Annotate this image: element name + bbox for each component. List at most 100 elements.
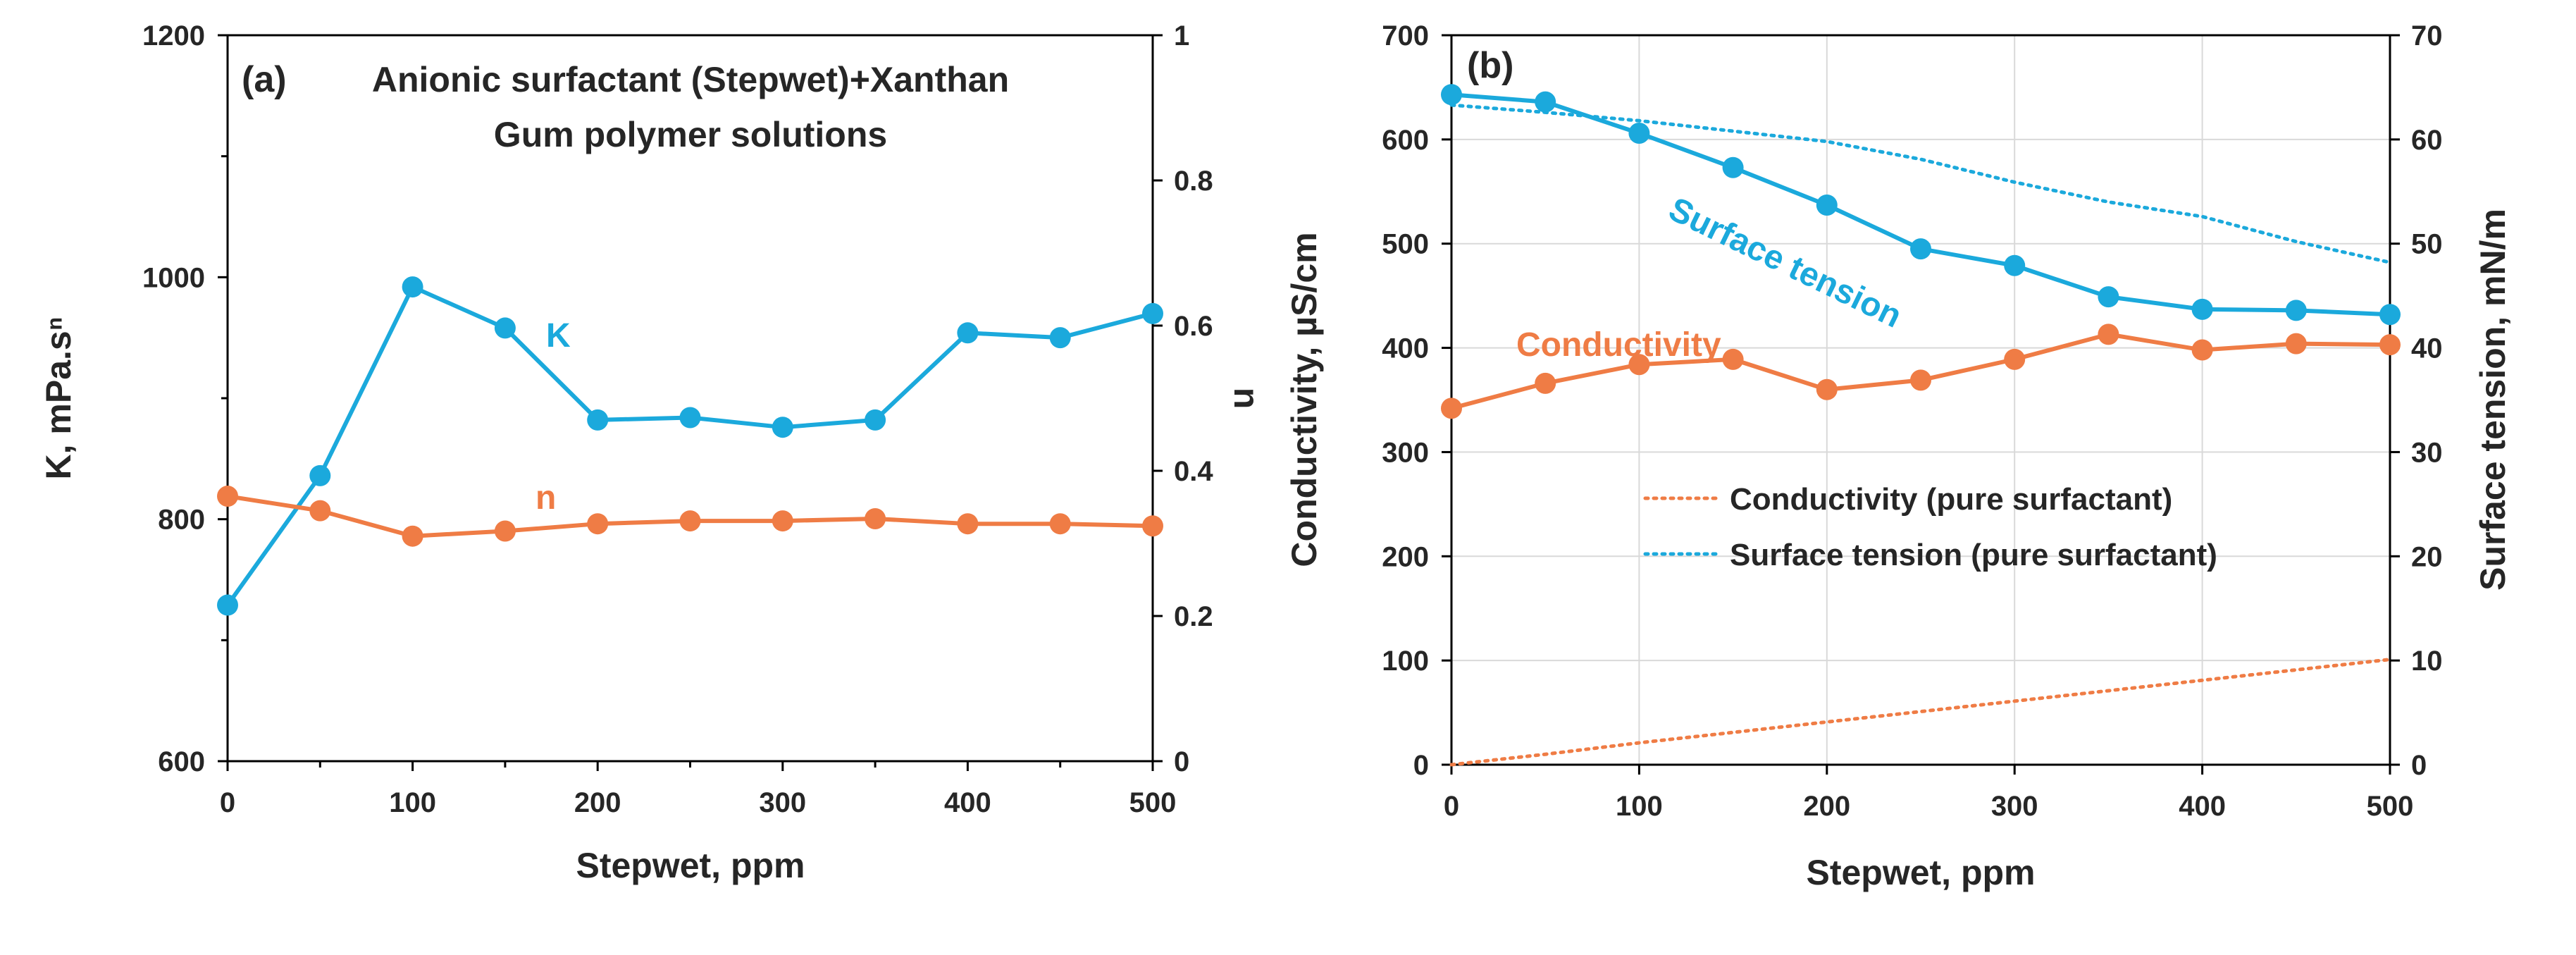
data-point-n-350	[865, 507, 886, 529]
data-point-surface-tension-450	[2285, 300, 2307, 321]
data-point-n-0	[217, 486, 238, 507]
y2-tick-label-0: 0	[2411, 750, 2427, 781]
data-point-n-250	[679, 510, 701, 532]
plot-area-b	[1450, 34, 2391, 766]
data-point-conductivity-300	[2004, 348, 2026, 370]
data-point-n-100	[402, 525, 423, 547]
panel-label-a: (a)	[242, 59, 287, 100]
x-tick-label-500: 500	[1129, 787, 1177, 818]
data-point-surface-tension-100	[1628, 122, 1650, 144]
data-point-conductivity-500	[2379, 334, 2401, 356]
data-point-conductivity-50	[1535, 372, 1556, 394]
y-axis-label-b: Conductivity, µS/cm	[1284, 232, 1324, 567]
plot-area-a	[226, 34, 1154, 763]
legend-label-surface-tension-pure: Surface tension (pure surfactant)	[1730, 538, 2217, 572]
series-label-surface-tension: Surface tension	[1663, 190, 1907, 335]
legend: Conductivity (pure surfactant) Surface t…	[1643, 482, 2217, 572]
data-point-k-500	[1142, 302, 1163, 324]
tick-labels-b: 0 100 200 300 400 500 0 100 200 300 400 500 600 700 0 1…	[1382, 20, 2442, 822]
data-point-k-150	[494, 317, 516, 339]
data-point-k-350	[865, 409, 886, 431]
data-point-k-50	[309, 464, 331, 486]
data-point-n-500	[1142, 515, 1163, 537]
data-point-n-150	[494, 520, 516, 542]
series-line-surface-tension	[1451, 92, 2391, 317]
data-point-conductivity-0	[1441, 398, 1462, 419]
data-point-conductivity-150	[1722, 348, 1744, 370]
y2-tick-label-0-6: 0.6	[1174, 311, 1213, 342]
chart-title-line-1: Anionic surfactant (Stepwet)+Xanthan	[372, 60, 1009, 99]
y2-tick-label-40: 40	[2411, 333, 2443, 364]
y-tick-label-500: 500	[1382, 229, 1429, 260]
y2-tick-label-1: 1	[1174, 20, 1189, 51]
y-tick-label-600: 600	[1382, 125, 1429, 156]
data-point-k-0	[217, 594, 238, 616]
data-point-conductivity-250	[1910, 369, 1931, 391]
legend-label-conductivity-pure: Conductivity (pure surfactant)	[1730, 482, 2172, 517]
y2-tick-label-20: 20	[2411, 541, 2443, 572]
data-point-conductivity-400	[2191, 339, 2213, 361]
data-point-k-200	[587, 409, 609, 431]
y2-tick-label-50: 50	[2411, 229, 2443, 260]
y-tick-label-600: 600	[158, 746, 205, 777]
x-tick-label-500: 500	[2367, 791, 2414, 822]
data-point-surface-tension-400	[2191, 298, 2213, 320]
y-tick-label-300: 300	[1382, 437, 1429, 468]
data-point-n-50	[309, 500, 331, 522]
x-tick-label-200: 200	[1803, 791, 1850, 822]
x-tick-label-0: 0	[220, 787, 235, 818]
y-tick-label-400: 400	[1382, 333, 1429, 364]
y-tick-label-200: 200	[1382, 541, 1429, 572]
data-point-surface-tension-300	[2004, 254, 2026, 276]
y2-tick-label-0: 0	[1174, 746, 1189, 777]
panel-b: 0 100 200 300 400 500 0 100 200 300 400 500 600 700 0 1…	[1284, 20, 2513, 892]
y-tick-label-1200: 1200	[142, 20, 205, 51]
data-point-surface-tension-50	[1535, 91, 1556, 113]
y-tick-label-800: 800	[158, 505, 205, 536]
data-point-n-300	[772, 510, 793, 532]
y2-tick-label-10: 10	[2411, 646, 2443, 677]
data-point-n-450	[1049, 513, 1071, 535]
data-point-surface-tension-150	[1722, 156, 1744, 178]
y2-tick-label-70: 70	[2411, 20, 2443, 51]
x-tick-label-0: 0	[1444, 791, 1459, 822]
y2-tick-label-30: 30	[2411, 437, 2443, 468]
series-label-n: n	[535, 479, 556, 517]
data-point-surface-tension-500	[2379, 304, 2401, 326]
panel-label-b: (b)	[1467, 45, 1513, 86]
reference-lines-b	[1449, 103, 2392, 767]
series-label-k: K	[546, 317, 571, 355]
x-tick-label-300: 300	[1991, 791, 2038, 822]
y-axis-label-a: K, mPa.sⁿ	[39, 316, 78, 479]
x-tick-label-300: 300	[759, 787, 806, 818]
x-tick-label-400: 400	[944, 787, 991, 818]
gridlines-b	[1451, 35, 2390, 765]
data-point-surface-tension-0	[1441, 84, 1462, 106]
panel-a: 0 100 200 300 400 500 600 800 1000 1200 0 0.2 0.4 0.6…	[39, 20, 1266, 885]
x-tick-label-100: 100	[1616, 791, 1663, 822]
y2-tick-label-60: 60	[2411, 125, 2443, 156]
ticks-b	[1442, 34, 2400, 775]
x-tick-label-100: 100	[389, 787, 436, 818]
reference-line-conductivity-pure-surfactant	[1449, 658, 2392, 767]
series-points-a	[217, 276, 1163, 616]
data-point-conductivity-100	[1628, 354, 1650, 376]
data-point-k-100	[402, 276, 423, 298]
y2-tick-label-0-4: 0.4	[1174, 456, 1213, 487]
y2-axis-label-b: Surface tension, mN/m	[2473, 209, 2513, 591]
reference-line-surface-tension-pure-surfactant	[1449, 103, 2392, 264]
ticks-a	[218, 34, 1163, 771]
data-point-k-400	[957, 322, 979, 344]
data-point-conductivity-200	[1816, 378, 1838, 400]
data-point-conductivity-350	[2098, 324, 2119, 345]
y-tick-label-1000: 1000	[142, 262, 205, 293]
chart-title-line-2: Gum polymer solutions	[494, 115, 887, 154]
data-point-k-300	[772, 417, 793, 438]
data-point-k-250	[679, 407, 701, 429]
data-point-conductivity-450	[2285, 333, 2307, 355]
tick-labels-a: 0 100 200 300 400 500 600 800 1000 1200 0 0.2 0.4 0.6…	[142, 20, 1213, 818]
x-tick-label-200: 200	[574, 787, 621, 818]
data-point-n-400	[957, 513, 979, 535]
series-points-b	[1441, 84, 2401, 419]
